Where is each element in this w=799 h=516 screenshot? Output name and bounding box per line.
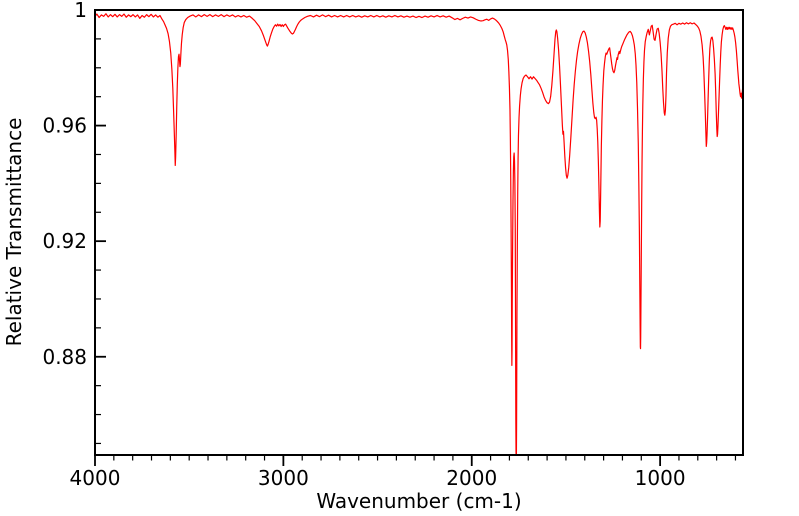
y-tick-label: 1 (74, 0, 87, 22)
x-tick-label: 1000 (635, 466, 686, 490)
x-axis-title: Wavenumber (cm-1) (316, 489, 521, 513)
y-axis-title: Relative Transmittance (2, 118, 26, 347)
spectrum-line (95, 13, 743, 455)
plot-frame (94, 9, 744, 456)
x-tick-label: 4000 (70, 466, 121, 490)
y-tick-label: 0.88 (42, 345, 87, 369)
x-tick-label: 2000 (446, 466, 497, 490)
y-tick-label: 0.96 (42, 114, 87, 138)
x-tick-label: 3000 (258, 466, 309, 490)
y-tick-label: 0.92 (42, 229, 87, 253)
